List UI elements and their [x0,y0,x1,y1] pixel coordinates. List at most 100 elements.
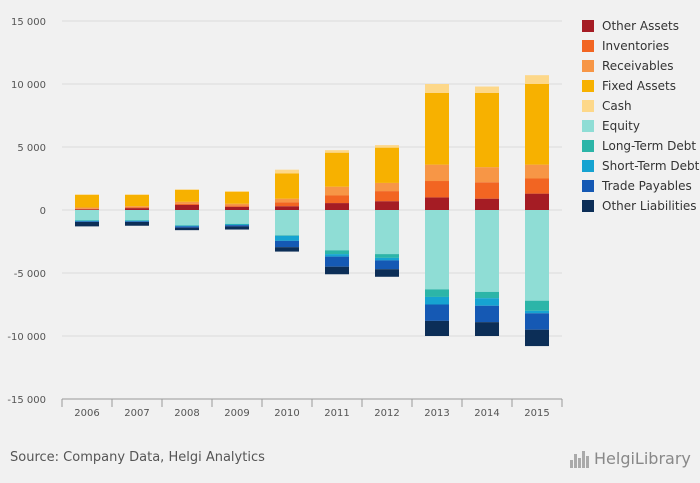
bar-segment [225,224,249,226]
bar-segment [375,257,399,261]
legend-label: Fixed Assets [602,79,676,93]
bar-segment [525,178,549,194]
bar-segment [375,269,399,277]
legend-item: Receivables [582,56,699,76]
bar-segment [525,164,549,179]
bar-segment [275,169,299,174]
bar-segment [525,75,549,84]
legend-swatch [582,140,594,152]
bar-segment [125,220,149,221]
bar-segment [225,223,249,225]
bar-segment [325,150,349,153]
bar-segment [425,84,449,93]
legend-label: Long-Term Debt [602,139,697,153]
legend-item: Fixed Assets [582,76,699,96]
x-tick-label: 2007 [124,408,149,419]
y-tick-label: -15 000 [7,395,46,406]
legend-swatch [582,120,594,132]
bar-segment [125,221,149,222]
x-axis: 2006 2007 2008 2009 2010 2011 2012 2013 2014 2015 [61,398,563,419]
legend-swatch [582,100,594,112]
bar-segment [425,181,449,198]
legend-label: Short-Term Debt [602,159,700,173]
legend-swatch [582,200,594,212]
bar-segment [475,305,499,323]
x-tick-label: 2011 [324,408,349,419]
bars-logo-icon [570,448,590,468]
legend-item: Long-Term Debt [582,136,699,156]
x-tick-label: 2010 [274,408,299,419]
bar-segment [175,201,199,204]
bar-segment [375,147,399,183]
y-tick-label: 0 [40,206,46,217]
bar-segment [275,206,299,210]
bar-segment [475,198,499,210]
legend-item: Short-Term Debt [582,156,699,176]
bar-segment [375,260,399,270]
bar-segment [75,220,99,222]
bar-segment [375,145,399,148]
bar-segment [325,250,349,255]
bar-segment [325,266,349,275]
bar-segment [425,92,449,165]
bar-segment [375,182,399,192]
bar-segment [425,320,449,336]
legend-item: Cash [582,96,699,116]
bar-segment [125,194,149,195]
y-tick-label: 15 000 [11,17,46,28]
bar-segment [425,304,449,321]
bar-segment [225,191,249,192]
legend-swatch [582,80,594,92]
x-tick-label: 2009 [224,408,249,419]
bar-segment [125,220,149,222]
legend-swatch [582,20,594,32]
bar-segment [225,205,249,207]
bar-segment [75,194,99,208]
x-tick-label: 2012 [374,408,399,419]
legend-swatch [582,60,594,72]
bar-segment [375,210,399,255]
bar-segment [75,220,99,221]
bar-segment [475,182,499,199]
bar-segment [425,197,449,210]
bar-segment [325,256,349,267]
legend-swatch [582,160,594,172]
legend-label: Cash [602,99,632,113]
bar-segment [475,322,499,336]
bar-segment [125,221,149,226]
bar-segment [425,210,449,290]
bar-segment [225,225,249,227]
bar-segment [475,86,499,93]
bar-segment [225,191,249,204]
legend-label: Equity [602,119,640,133]
bar-segment [525,310,549,314]
bar-segment [525,313,549,330]
bar-segment [325,203,349,210]
legend-item: Inventories [582,36,699,56]
bar-segment [375,201,399,210]
bar-segment [375,191,399,202]
x-tick-label: 2014 [474,408,499,419]
bar-segment [275,198,299,203]
bar-segment [525,84,549,165]
bars [75,75,549,347]
legend-label: Inventories [602,39,670,53]
y-tick-label: 10 000 [11,80,46,91]
legend-swatch [582,180,594,192]
bar-segment [75,207,99,209]
bar-segment [175,189,199,190]
y-tick-label: -5 000 [14,269,46,280]
bar-segment [175,227,199,231]
bar-segment [475,291,499,299]
bar-segment [525,300,549,311]
bar-segment [275,240,299,248]
bar-segment [425,289,449,297]
bar-segment [75,208,99,210]
x-tick-label: 2013 [424,408,449,419]
bar-segment [175,225,199,227]
bar-segment [175,204,199,210]
source-note: Source: Company Data, Helgi Analytics [10,450,265,465]
y-tick-label: -10 000 [7,332,46,343]
bar-segment [75,209,99,210]
legend-label: Other Liabilities [602,199,697,213]
